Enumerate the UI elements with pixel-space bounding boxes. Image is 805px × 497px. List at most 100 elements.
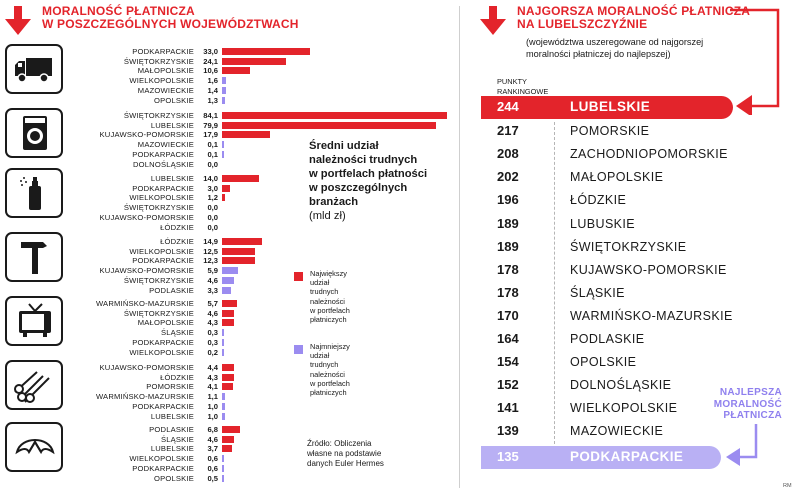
source-line-3: danych Euler Hermes [307, 459, 384, 468]
bar-value-label: 4,1 [207, 382, 218, 392]
ranking-region: PODLASKIE [570, 332, 645, 346]
bar-region-label: LUBELSKIE [150, 444, 194, 454]
left-title: MORALNOŚĆ PŁATNICZA W POSZCZEGÓLNYCH WOJ… [42, 5, 299, 31]
ranking-points: 170 [497, 307, 519, 323]
ranking-points: 178 [497, 284, 519, 300]
legend-min-line-2: udział [310, 351, 330, 361]
legend-max-line-4: należności [310, 296, 345, 306]
washing-machine-icon-box [5, 108, 63, 158]
points-label-line-2: RANKINGOWE [497, 86, 549, 96]
bar-value-label: 17,9 [203, 130, 218, 140]
ranking-region: LUBUSKIE [570, 216, 636, 231]
ranking-region: ŚWIĘTOKRZYSKIE [570, 239, 687, 254]
worst-highlight-bar [481, 96, 733, 119]
best-label: NAJLEPSZA MORALNOŚĆ PŁATNICZA [710, 387, 782, 422]
bar-region-label: WIELKOPOLSKIE [129, 454, 194, 464]
center-unit: (mld zł) [309, 210, 346, 222]
ranking-points: 178 [497, 261, 519, 277]
bar [222, 96, 226, 104]
ranking-region: POMORSKIE [570, 124, 650, 139]
legend-min-line-4: należności [310, 369, 345, 379]
bar [222, 267, 238, 275]
left-title-line-2: W POSZCZEGÓLNYCH WOJEWÓDZTWACH [42, 17, 299, 31]
bar [222, 48, 311, 55]
best-highlight-bar [481, 446, 721, 469]
croissant-icon-box [5, 422, 63, 472]
bar-region-label: ŚWIĘTOKRZYSKIE [123, 308, 194, 318]
bar [222, 464, 224, 472]
bar-value-label: 1,0 [207, 401, 218, 411]
bar-value-label: 0,0 [207, 212, 218, 222]
ranking-region: DOLNOŚLĄSKIE [570, 378, 672, 393]
bar-value-label: 3,0 [207, 183, 218, 193]
bar-value-label: 0,3 [207, 328, 218, 338]
credit: RM [783, 483, 792, 489]
bar-value-label: 12,3 [203, 256, 218, 266]
ranking-region: PODKARPACKIE [570, 449, 684, 464]
bar-region-label: MAŁOPOLSKIE [137, 66, 194, 76]
right-title: NAJGORSZA MORALNOŚĆ PŁATNICZA NA LUBELSZ… [517, 5, 750, 31]
column-divider [459, 6, 460, 488]
bar-region-label: WIELKOPOLSKIE [129, 193, 194, 203]
bar-region-label: ŚLĄSKIE [160, 434, 194, 444]
bar-region-label: MAZOWIECKIE [137, 140, 194, 150]
source-line-2: własne na podstawie [307, 449, 382, 458]
bar-region-label: ŚWIĘTOKRZYSKIE [123, 111, 194, 120]
bar-region-label: POMORSKIE [146, 382, 194, 392]
bar-value-label: 4,3 [207, 372, 218, 382]
legend-min-line-5: w portfelach [310, 378, 350, 388]
bar-value-label: 0,0 [207, 203, 218, 213]
bar-region-label: PODKARPACKIE [132, 401, 194, 411]
bar-region-label: OPOLSKIE [153, 95, 194, 105]
truck-icon [15, 58, 52, 83]
ranking-region: ŁÓDZKIE [570, 193, 627, 208]
bar-value-label: 0,6 [207, 454, 218, 464]
down-arrow-icon [480, 6, 506, 35]
bar-region-label: PODKARPACKIE [132, 337, 194, 347]
best-label-line-2: MORALNOŚĆ [713, 398, 782, 410]
ranking-region: ZACHODNIOPOMORSKIE [570, 147, 728, 162]
bar-region-label: ŁÓDZKIE [160, 372, 194, 382]
bar-value-label: 0,2 [207, 347, 218, 357]
right-subtitle-line-1: (województwa uszeregowane od najgorszej [526, 37, 704, 47]
ranking-region: MAŁOPOLSKIE [570, 170, 664, 185]
legend-min-line-3: trudnych [310, 360, 339, 370]
bar [222, 175, 260, 182]
ranking-separator [554, 122, 555, 444]
bar [222, 77, 227, 85]
bar-region-label: WIELKOPOLSKIE [129, 246, 194, 256]
legend-min-swatch [294, 345, 303, 354]
bar [222, 194, 226, 202]
ranking-points: 202 [497, 169, 519, 185]
bar-value-label: 3,7 [207, 444, 218, 454]
ranking-points: 244 [497, 99, 519, 114]
bar-region-label: PODKARPACKIE [132, 149, 194, 159]
bar-value-label: 5,7 [207, 299, 218, 308]
bar-region-label: MAŁOPOLSKIE [137, 318, 194, 328]
bar-value-label: 84,1 [203, 111, 218, 120]
bar [222, 373, 234, 381]
ranking-points: 189 [497, 215, 519, 231]
bar-value-label: 14,0 [203, 174, 218, 183]
bar [222, 300, 238, 307]
bar [222, 86, 226, 94]
bar-value-label: 0,5 [207, 473, 218, 483]
bar [222, 184, 231, 192]
bar [222, 286, 231, 294]
ranking-points: 164 [497, 331, 519, 346]
bar [222, 247, 256, 255]
legend-max-swatch [294, 272, 303, 281]
ranking-region: LUBELSKIE [570, 99, 651, 114]
bar [222, 393, 225, 401]
bar [222, 276, 235, 284]
bar-value-label: 1,0 [207, 411, 218, 421]
ranking-points: 217 [497, 123, 519, 139]
bar-region-label: WARMIŃSKO-MAZURSKIE [95, 392, 194, 402]
ranking-points: 208 [497, 146, 519, 162]
bar [222, 112, 447, 119]
bar-value-label: 4,3 [207, 318, 218, 328]
legend-min-line-1: Najmniejszy [310, 342, 350, 351]
worst-connector-arrow [730, 8, 780, 115]
bar-value-label: 12,5 [203, 246, 218, 256]
ranking-points: 154 [497, 354, 519, 370]
